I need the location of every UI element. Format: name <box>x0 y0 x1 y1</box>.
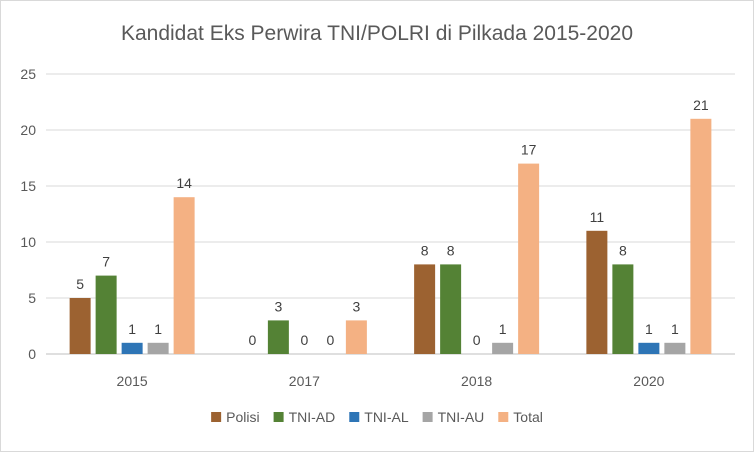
y-tick-label: 20 <box>20 122 36 138</box>
bar-tni-ad-2018 <box>440 264 462 354</box>
x-tick-label: 2020 <box>633 373 664 389</box>
data-label: 1 <box>128 321 136 337</box>
data-label: 1 <box>499 321 507 337</box>
y-tick-label: 0 <box>28 346 36 362</box>
bar-tni-al-2015 <box>121 342 143 354</box>
legend-swatch <box>422 412 433 422</box>
legend-label: TNI-AL <box>364 409 409 425</box>
bar-total-2020 <box>690 118 712 354</box>
data-label: 11 <box>590 209 605 225</box>
legend-item-tni-au: TNI-AU <box>422 409 485 425</box>
data-label: 3 <box>274 298 282 314</box>
legend-label: Polisi <box>226 409 259 425</box>
legend-swatch <box>273 412 284 422</box>
data-label: 8 <box>619 242 627 258</box>
chart-title: Kandidat Eks Perwira TNI/POLRI di Pilkad… <box>121 22 633 45</box>
data-label: 17 <box>521 142 537 158</box>
bar-polisi-2018 <box>414 264 436 354</box>
data-label: 14 <box>176 175 192 191</box>
legend-label: TNI-AU <box>438 409 485 425</box>
bar-tni-ad-2017 <box>267 320 289 354</box>
bar-polisi-2020 <box>586 230 608 354</box>
y-tick-label: 10 <box>20 234 36 250</box>
data-label: 5 <box>76 276 84 292</box>
data-label: 0 <box>248 332 256 348</box>
legend-item-polisi: Polisi <box>211 409 260 425</box>
bar-tni-ad-2015 <box>95 275 117 354</box>
legend-swatch <box>211 412 222 422</box>
legend-item-total: Total <box>498 409 543 425</box>
bar-polisi-2015 <box>69 298 91 354</box>
legend-label: TNI-AD <box>289 409 336 425</box>
data-label: 21 <box>693 97 709 113</box>
bar-tni-ad-2020 <box>612 264 634 354</box>
data-label: 1 <box>671 321 679 337</box>
data-label: 0 <box>300 332 308 348</box>
legend-label: Total <box>513 409 543 425</box>
bar-tni-au-2020 <box>664 342 686 354</box>
legend-swatch <box>349 412 360 422</box>
x-tick-label: 2018 <box>461 373 492 389</box>
y-tick-label: 25 <box>20 66 36 82</box>
data-label: 0 <box>473 332 481 348</box>
legend-item-tni-al: TNI-AL <box>349 409 409 425</box>
data-label: 8 <box>447 242 455 258</box>
bar-tni-au-2018 <box>492 342 514 354</box>
bar-tni-al-2020 <box>638 342 660 354</box>
bar-total-2018 <box>518 163 540 354</box>
legend-swatch <box>498 412 509 422</box>
data-label: 1 <box>154 321 162 337</box>
data-label: 3 <box>352 298 360 314</box>
bar-total-2015 <box>173 197 195 354</box>
x-tick-label: 2015 <box>117 373 148 389</box>
x-tick-label: 2017 <box>289 373 320 389</box>
bar-tni-au-2015 <box>147 342 169 354</box>
data-label: 1 <box>645 321 653 337</box>
data-label: 0 <box>326 332 334 348</box>
legend-item-tni-ad: TNI-AD <box>273 409 336 425</box>
data-label: 8 <box>421 242 429 258</box>
y-tick-label: 15 <box>20 178 36 194</box>
bar-total-2017 <box>345 320 367 354</box>
y-tick-label: 5 <box>28 290 36 306</box>
data-label: 7 <box>102 254 110 270</box>
